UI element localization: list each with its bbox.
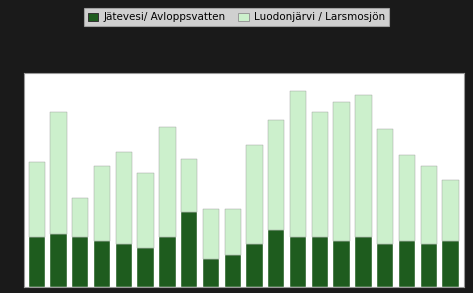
Bar: [116, 152, 132, 244]
Bar: [159, 237, 175, 287]
Bar: [333, 102, 350, 241]
Bar: [399, 241, 415, 287]
Bar: [116, 244, 132, 287]
Bar: [442, 241, 459, 287]
Bar: [225, 255, 241, 287]
Bar: [203, 259, 219, 287]
Bar: [138, 173, 154, 248]
Bar: [268, 230, 284, 287]
Bar: [399, 155, 415, 241]
Bar: [94, 166, 110, 241]
Bar: [333, 241, 350, 287]
Bar: [442, 180, 459, 241]
Bar: [355, 95, 371, 237]
Bar: [181, 212, 197, 287]
Bar: [72, 198, 88, 237]
Bar: [312, 113, 328, 237]
Bar: [246, 144, 263, 244]
Bar: [290, 91, 306, 237]
Bar: [355, 237, 371, 287]
Bar: [268, 120, 284, 230]
Bar: [50, 234, 67, 287]
Bar: [246, 244, 263, 287]
Bar: [377, 129, 394, 244]
Bar: [50, 113, 67, 234]
Bar: [420, 244, 437, 287]
Bar: [312, 237, 328, 287]
Bar: [377, 244, 394, 287]
Bar: [94, 241, 110, 287]
Bar: [290, 237, 306, 287]
Bar: [203, 209, 219, 259]
Bar: [28, 237, 45, 287]
Bar: [181, 159, 197, 212]
Bar: [72, 237, 88, 287]
Bar: [138, 248, 154, 287]
Bar: [225, 209, 241, 255]
Legend: Jätevesi/ Avloppsvatten, Luodonjärvi / Larsmosjön: Jätevesi/ Avloppsvatten, Luodonjärvi / L…: [84, 8, 389, 26]
Bar: [159, 127, 175, 237]
Bar: [28, 162, 45, 237]
Bar: [420, 166, 437, 244]
